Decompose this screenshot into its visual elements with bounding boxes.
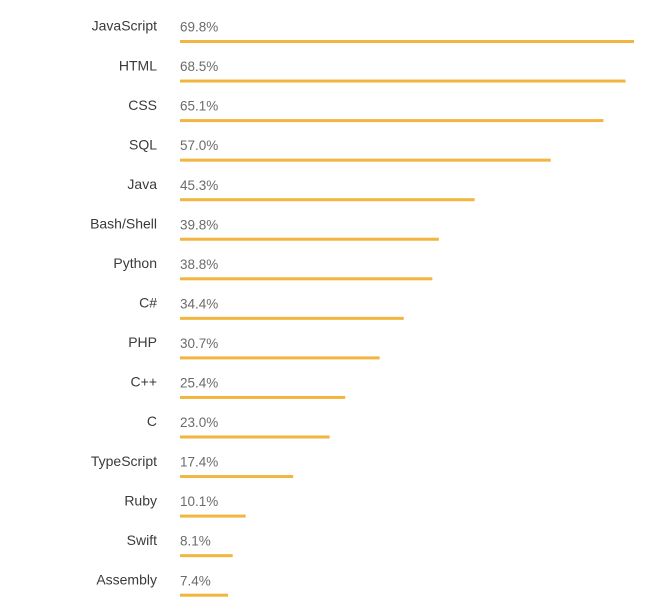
category-label: Assembly	[96, 571, 157, 587]
bar	[180, 356, 380, 360]
bar	[180, 79, 626, 83]
category-label: C++	[131, 374, 157, 390]
bar	[180, 40, 634, 43]
bar	[180, 119, 604, 123]
value-label: 57.0%	[180, 138, 218, 153]
category-label: C#	[139, 295, 157, 311]
category-label: Bash/Shell	[90, 215, 157, 231]
category-label: PHP	[128, 334, 157, 350]
bar	[180, 198, 475, 202]
bar	[180, 593, 229, 597]
value-label: 25.4%	[180, 376, 218, 391]
bar	[180, 554, 233, 558]
category-label: JavaScript	[92, 18, 157, 34]
value-label: 45.3%	[180, 178, 218, 193]
bar	[180, 158, 551, 162]
value-label: 34.4%	[180, 296, 218, 311]
category-label: SQL	[129, 136, 157, 152]
bar	[180, 395, 346, 399]
bar	[180, 237, 439, 241]
value-label: 7.4%	[180, 573, 211, 588]
value-label: 68.5%	[180, 59, 218, 74]
bar	[180, 475, 294, 479]
category-label: Python	[113, 255, 157, 271]
value-label: 30.7%	[180, 336, 218, 351]
value-label: 39.8%	[180, 217, 218, 232]
bar	[180, 435, 330, 439]
bar	[180, 277, 433, 281]
bar	[180, 514, 246, 518]
category-label: CSS	[128, 97, 157, 113]
value-label: 8.1%	[180, 534, 211, 549]
value-label: 23.0%	[180, 415, 218, 430]
category-label: Ruby	[124, 492, 157, 508]
value-label: 10.1%	[180, 494, 218, 509]
value-label: 69.8%	[180, 20, 218, 35]
category-label: Java	[127, 176, 157, 192]
category-label: Swift	[127, 532, 157, 548]
bar	[180, 316, 404, 320]
value-label: 38.8%	[180, 257, 218, 272]
value-label: 17.4%	[180, 455, 218, 470]
category-label: TypeScript	[91, 453, 157, 469]
value-label: 65.1%	[180, 99, 218, 114]
category-label: HTML	[119, 57, 157, 73]
category-label: C	[147, 413, 157, 429]
